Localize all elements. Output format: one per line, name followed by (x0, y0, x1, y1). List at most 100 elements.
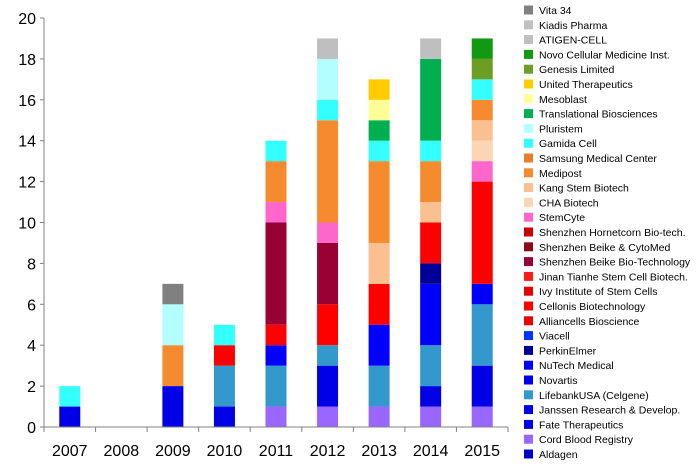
bar-segment (162, 345, 184, 387)
legend-label: CHA Biotech (539, 197, 599, 209)
bar-segment (368, 161, 390, 243)
legend-label: Shenzhen Hornetcorn Bio-tech. (539, 227, 686, 239)
legend-swatch (524, 419, 533, 429)
legend-swatch (524, 449, 533, 459)
bar-segment (368, 324, 390, 366)
bar-segment (368, 99, 390, 121)
legend-swatch (524, 20, 533, 30)
y-tick-label: 2 (27, 379, 36, 396)
legend-label: Cellonis Biotechnology (539, 301, 646, 313)
bar-segment (368, 242, 390, 284)
bar-segment (420, 140, 442, 162)
bars-layer (59, 38, 493, 427)
legend-item: Ivy Institute of Stem Cells (524, 286, 657, 298)
bar-segment (265, 202, 287, 223)
legend-item: CHA Biotech (524, 197, 599, 209)
legend-item: Kiadis Pharma (524, 20, 607, 32)
legend-label: Janssen Research & Develop. (539, 405, 680, 417)
legend-item: Cord Blood Registry (524, 434, 634, 446)
legend-swatch (524, 271, 533, 281)
legend-label: Medipost (539, 168, 582, 180)
y-tick-label: 0 (27, 420, 36, 437)
legend-swatch (524, 345, 533, 355)
legend-swatch (524, 64, 533, 74)
legend-item: StemCyte (524, 212, 585, 224)
bar-segment (213, 324, 235, 346)
bar-segment (420, 345, 442, 387)
legend-label: ATIGEN-CELL (539, 35, 607, 47)
bar-segment (471, 140, 493, 162)
x-tick-label: 2011 (259, 443, 294, 460)
x-tick-label: 2015 (464, 443, 500, 460)
bar-segment (420, 38, 442, 59)
legend-label: Alliancells Bioscience (539, 316, 640, 328)
bar-segment (420, 386, 442, 407)
bar-segment (162, 304, 184, 346)
bar-segment (368, 406, 390, 427)
bar-segment (420, 406, 442, 427)
legend-swatch (524, 360, 533, 370)
legend-swatch (524, 301, 533, 311)
legend-item: NuTech Medical (524, 360, 614, 372)
bar-segment (265, 222, 287, 325)
legend-swatch (524, 168, 533, 178)
bar-segment (471, 161, 493, 182)
legend-swatch (524, 434, 533, 444)
legend-item: LifebankUSA (Celgene) (524, 390, 649, 402)
legend-swatch (524, 94, 533, 104)
legend-swatch (524, 257, 533, 267)
legend-label: Vita 34 (539, 5, 572, 17)
legend-label: Aldagen (539, 449, 578, 461)
legend-item: Translational Biosciences (524, 109, 658, 121)
legend-label: Viacell (539, 331, 570, 343)
legend-swatch (524, 227, 533, 237)
legend-swatch (524, 5, 533, 15)
legend-item: PerkinElmer (524, 345, 597, 357)
bar-segment (420, 263, 442, 284)
bar-segment (471, 120, 493, 141)
legend-item: Vita 34 (524, 5, 572, 17)
legend-swatch (524, 316, 533, 326)
legend-label: Jinan Tianhe Stem Cell Biotech. (539, 271, 688, 283)
legend-item: Alliancells Bioscience (524, 316, 640, 328)
bar-segment (420, 202, 442, 223)
bar-segment (317, 38, 339, 59)
y-tick-label: 10 (18, 216, 36, 233)
legend-label: Novo Cellular Medicine Inst. (539, 49, 670, 61)
legend-swatch (524, 390, 533, 400)
legend-label: Fate Therapeutics (539, 419, 623, 431)
bar-segment (162, 386, 184, 427)
legend-label: PerkinElmer (539, 345, 597, 357)
legend-swatch (524, 109, 533, 119)
bar-segment (265, 406, 287, 427)
bar-segment (317, 120, 339, 223)
legend-swatch (524, 183, 533, 193)
y-tick-label: 6 (27, 297, 36, 314)
x-tick-label: 2007 (52, 443, 88, 460)
legend-item: Janssen Research & Develop. (524, 405, 680, 417)
legend-swatch (524, 138, 533, 148)
bar-segment (420, 58, 442, 141)
y-tick-label: 4 (27, 338, 36, 355)
bar-segment (368, 79, 390, 100)
legend-swatch (524, 197, 533, 207)
legend-item: Samsung Medical Center (524, 153, 657, 165)
bar-segment (317, 406, 339, 427)
legend-label: Translational Biosciences (539, 109, 658, 121)
legend-label: United Therapeutics (539, 79, 633, 91)
bar-segment (317, 58, 339, 100)
legend-item: Fate Therapeutics (524, 419, 623, 431)
bar-segment (368, 283, 390, 325)
legend-label: StemCyte (539, 212, 585, 224)
legend-item: ATIGEN-CELL (524, 35, 607, 47)
legend-item: Novo Cellular Medicine Inst. (524, 49, 670, 61)
bar-segment (471, 283, 493, 305)
x-tick-label: 2009 (155, 443, 191, 460)
legend-swatch (524, 286, 533, 296)
legend-item: Shenzhen Hornetcorn Bio-tech. (524, 227, 686, 239)
y-tick-label: 12 (18, 175, 36, 192)
bar-segment (265, 140, 287, 162)
bar-segment (59, 386, 81, 407)
legend-label: Genesis Limited (539, 64, 614, 76)
